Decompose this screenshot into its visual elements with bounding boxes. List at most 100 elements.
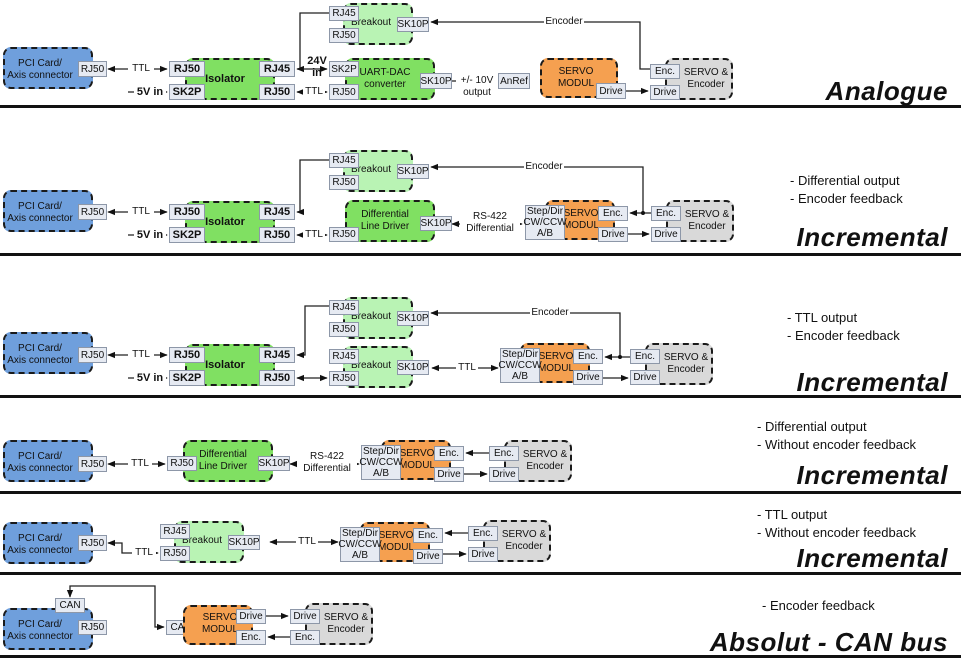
iso-rj50-in-port[interactable]: RJ50 xyxy=(169,204,205,220)
v5-label: 5V in xyxy=(134,372,166,384)
se-drive-port[interactable]: Drive xyxy=(650,85,680,100)
se-drive-port[interactable]: Drive xyxy=(468,547,498,562)
sm-step-port[interactable]: Step/Dir CW/CCW A/B xyxy=(498,348,542,383)
pci-rj50-port[interactable]: RJ50 xyxy=(78,347,107,363)
brk-rj50-port[interactable]: RJ50 xyxy=(329,175,359,190)
se-enc-port[interactable]: Enc. xyxy=(489,446,519,461)
se-enc-port[interactable]: Enc. xyxy=(468,526,498,541)
pci-rj50-port[interactable]: RJ50 xyxy=(78,456,107,472)
ldd-sk10p-port[interactable]: SK10P xyxy=(258,456,290,471)
ldd-label: Differential Line Driver xyxy=(360,209,410,232)
brk-rj45-port[interactable]: RJ45 xyxy=(329,300,359,315)
sm-enc-port[interactable]: Enc. xyxy=(434,446,464,461)
dac-rj50-port[interactable]: RJ50 xyxy=(329,84,359,100)
pci-rj50-port[interactable]: RJ50 xyxy=(78,61,107,77)
ldd-rj50-port[interactable]: RJ50 xyxy=(329,227,359,242)
note-line: - Encoder feedback xyxy=(762,598,875,613)
iso-rj45-port[interactable]: RJ45 xyxy=(259,347,295,363)
section-title: Incremental xyxy=(796,543,948,573)
ttl-a-label: TTL xyxy=(128,349,154,361)
se-label: SERVO & Encoder xyxy=(501,529,547,552)
section-notes: - Encoder feedback xyxy=(762,597,875,615)
iso-rj50-out-port[interactable]: RJ50 xyxy=(259,227,295,243)
brk-label: Breakout xyxy=(350,164,392,175)
sm-enc-port[interactable]: Enc. xyxy=(413,528,443,543)
encoder-label: Encoder xyxy=(524,161,564,173)
sm-enc-port[interactable]: Enc. xyxy=(598,206,628,221)
se-enc-port[interactable]: Enc. xyxy=(630,349,660,364)
se-enc-port[interactable]: Enc. xyxy=(290,630,320,645)
iso-rj50-in-port[interactable]: RJ50 xyxy=(169,347,205,363)
ttl-b-label: TTL xyxy=(296,536,318,548)
pci-rj50-port[interactable]: RJ50 xyxy=(78,204,107,220)
iso-sk2p-port[interactable]: SK2P xyxy=(169,84,205,100)
pci-rj50-port[interactable]: RJ50 xyxy=(78,620,107,635)
brk-rj50-port[interactable]: RJ50 xyxy=(329,322,359,337)
dac-sk2p-port[interactable]: SK2P xyxy=(329,61,359,77)
se-enc-port[interactable]: Enc. xyxy=(650,64,680,79)
sm-drive-port[interactable]: Drive xyxy=(434,467,464,482)
brk-sk10p-port[interactable]: SK10P xyxy=(397,311,429,326)
section-divider xyxy=(0,491,961,494)
brk-sk10p-port[interactable]: SK10P xyxy=(228,535,260,550)
pci-label: PCI Card/ Axis connector xyxy=(7,58,73,81)
se-label: SERVO & Encoder xyxy=(522,449,568,472)
se-drive-port[interactable]: Drive xyxy=(651,227,681,242)
se-label: SERVO & Encoder xyxy=(663,352,709,375)
iso-rj45-port[interactable]: RJ45 xyxy=(259,61,295,77)
sm-step-port[interactable]: Step/Dir CW/CCW A/B xyxy=(523,205,567,240)
sm-enc-port[interactable]: Enc. xyxy=(573,349,603,364)
brk2-sk10p-port[interactable]: SK10P xyxy=(397,360,429,375)
brk-sk10p-port[interactable]: SK10P xyxy=(397,17,429,32)
dac-sk10p-port[interactable]: SK10P xyxy=(420,73,452,89)
iso-label: Isolator xyxy=(205,216,245,228)
brk-rj45-port[interactable]: RJ45 xyxy=(329,6,359,21)
sm-drive-port[interactable]: Drive xyxy=(598,227,628,242)
pci-rj50-port[interactable]: RJ50 xyxy=(78,535,107,551)
sm-drive-port[interactable]: Drive xyxy=(236,609,266,624)
brk-rj45-port[interactable]: RJ45 xyxy=(160,524,190,539)
ldd-sk10p-port[interactable]: SK10P xyxy=(420,216,452,231)
ttl-b-label: TTL xyxy=(303,86,325,98)
se-drive-port[interactable]: Drive xyxy=(290,609,320,624)
se-label: SERVO & Encoder xyxy=(323,612,369,635)
sm-enc-port[interactable]: Enc. xyxy=(236,630,266,645)
brk2-rj45-port[interactable]: RJ45 xyxy=(329,349,359,364)
iso-sk2p-port[interactable]: SK2P xyxy=(169,227,205,243)
pci-label: PCI Card/ Axis connector xyxy=(7,533,73,556)
brk-rj50-port[interactable]: RJ50 xyxy=(160,546,190,561)
junction-dot xyxy=(641,211,645,215)
sm-drive-port[interactable]: Drive xyxy=(413,549,443,564)
se-label: SERVO & Encoder xyxy=(684,209,730,232)
se-drive-port[interactable]: Drive xyxy=(489,467,519,482)
sm-step-port[interactable]: Step/Dir CW/CCW A/B xyxy=(359,445,403,480)
note-line: - TTL output xyxy=(787,310,858,325)
iso-label: Isolator xyxy=(205,359,245,371)
rs-label: RS-422 Differential xyxy=(460,211,520,235)
ttl-b-label: TTL xyxy=(456,362,478,374)
iso-sk2p-port[interactable]: SK2P xyxy=(169,370,205,386)
brk2-label: Breakout xyxy=(350,360,392,371)
iso-rj50-in-port[interactable]: RJ50 xyxy=(169,61,205,77)
brk-rj45-port[interactable]: RJ45 xyxy=(329,153,359,168)
sm-step-port[interactable]: Step/Dir CW/CCW A/B xyxy=(338,527,382,562)
pci-label: PCI Card/ Axis connector xyxy=(7,201,73,224)
pci-can-port[interactable]: CAN xyxy=(55,598,85,613)
sm-drive-port[interactable]: Drive xyxy=(573,370,603,385)
se-enc-port[interactable]: Enc. xyxy=(651,206,681,221)
se-drive-port[interactable]: Drive xyxy=(630,370,660,385)
ttl-a-label: TTL xyxy=(132,547,156,559)
section-divider xyxy=(0,253,961,256)
brk-sk10p-port[interactable]: SK10P xyxy=(397,164,429,179)
sm-drive-port[interactable]: Drive xyxy=(596,83,626,99)
connection-line xyxy=(296,159,329,216)
section-notes: - Differential output - Without encoder f… xyxy=(757,418,916,454)
iso-rj45-port[interactable]: RJ45 xyxy=(259,204,295,220)
iso-rj50-out-port[interactable]: RJ50 xyxy=(259,370,295,386)
brk2-rj50-port[interactable]: RJ50 xyxy=(329,371,359,386)
brk-rj50-port[interactable]: RJ50 xyxy=(329,28,359,43)
iso-rj50-out-port[interactable]: RJ50 xyxy=(259,84,295,100)
sm-anref-port[interactable]: AnRef xyxy=(498,73,530,89)
ldd-rj50-port[interactable]: RJ50 xyxy=(167,456,197,471)
